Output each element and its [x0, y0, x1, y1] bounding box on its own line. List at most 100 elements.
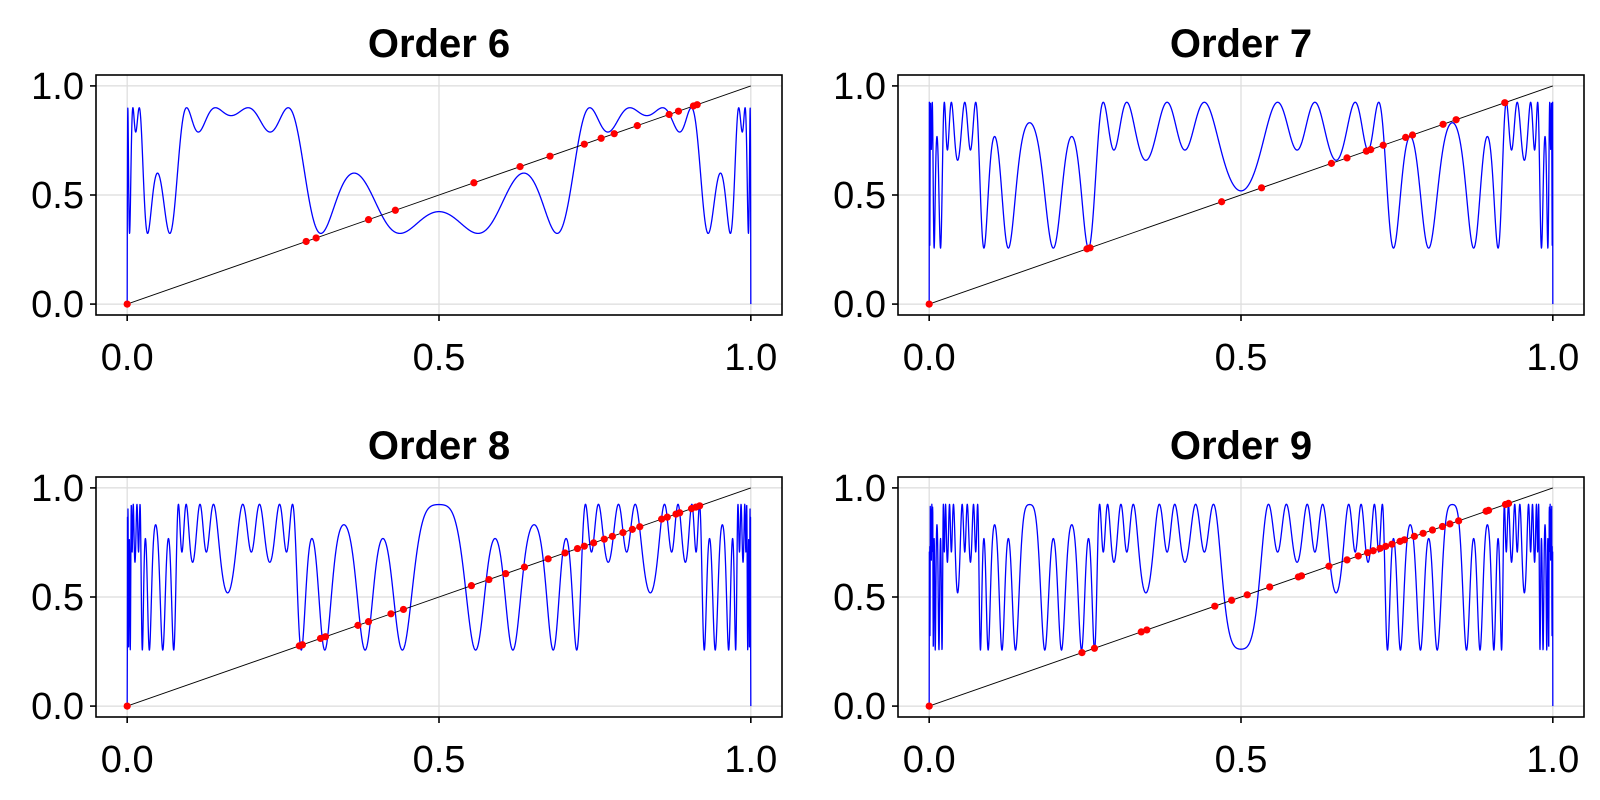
x-tick-label: 0.0 — [101, 739, 154, 781]
x-tick-label: 1.0 — [724, 739, 777, 781]
plot-area — [925, 85, 1554, 308]
fixed-point — [925, 300, 933, 308]
fixed-point — [1257, 184, 1266, 192]
fixed-point — [573, 544, 582, 553]
plot-area — [123, 85, 752, 308]
fixed-point — [1402, 133, 1410, 141]
panel-title: Order 9 — [1170, 424, 1312, 468]
fixed-point — [502, 570, 510, 578]
series-curve-order-6 — [126, 107, 752, 305]
y-tick-label: 0.5 — [833, 175, 886, 217]
series-identity-line — [929, 85, 1553, 305]
fixed-point — [1388, 540, 1396, 548]
fixed-point — [658, 515, 666, 523]
fixed-point — [633, 122, 641, 130]
fixed-point — [1428, 526, 1437, 534]
fixed-point — [399, 605, 408, 614]
fixed-point — [1137, 628, 1145, 636]
y-tick-label: 1.0 — [833, 66, 886, 108]
fixed-point — [608, 532, 616, 540]
fixed-point — [674, 107, 683, 115]
fixed-point — [546, 152, 554, 160]
fixed-point — [387, 610, 395, 618]
fixed-point — [1354, 552, 1362, 560]
fixed-point — [1228, 596, 1236, 604]
fixed-point — [364, 216, 373, 224]
fixed-point — [1325, 562, 1333, 570]
x-tick-label: 1.0 — [1526, 739, 1579, 781]
panel-title: Order 8 — [368, 424, 510, 468]
fixed-point — [470, 179, 478, 187]
fixed-point — [676, 509, 684, 517]
panel-title: Order 7 — [1170, 22, 1312, 66]
x-tick-label: 0.0 — [101, 337, 154, 379]
fixed-point — [1504, 499, 1513, 507]
x-tick-label: 0.0 — [903, 337, 956, 379]
fixed-point — [1382, 542, 1390, 550]
y-tick-label: 0.5 — [31, 175, 84, 217]
fixed-point — [925, 702, 933, 710]
fixed-point — [485, 575, 493, 584]
panel-order-9: Order 9 0.0 0.5 1.0 0.0 0.5 1.0 — [833, 424, 1585, 781]
fixed-point — [321, 633, 330, 641]
fixed-point — [561, 549, 569, 557]
fixed-point — [520, 563, 529, 571]
fixed-point — [1408, 131, 1417, 139]
fixed-point — [1086, 244, 1094, 252]
panel-order-6: Order 6 0.0 0.5 1.0 0.0 0.5 1.0 — [31, 22, 783, 379]
fixed-point — [1211, 602, 1219, 610]
fixed-point — [544, 555, 552, 563]
series-curve-order-8 — [126, 503, 752, 707]
fixed-point — [302, 237, 310, 246]
fixed-point — [1455, 517, 1463, 525]
fixed-point — [1379, 141, 1387, 149]
x-tick-label: 0.0 — [903, 739, 956, 781]
fixed-point — [1343, 556, 1351, 564]
fixed-point — [1369, 547, 1377, 555]
fixed-point — [1090, 644, 1099, 652]
fixed-point — [1218, 198, 1226, 206]
y-tick-label: 0.5 — [833, 577, 886, 619]
y-tick-label: 0.5 — [31, 577, 84, 619]
fixed-point — [1297, 572, 1306, 580]
fixed-point — [312, 234, 320, 242]
x-tick-label: 0.5 — [413, 337, 466, 379]
panel-order-7: Order 7 0.0 0.5 1.0 0.0 0.5 1.0 — [833, 22, 1585, 379]
fixed-point — [123, 300, 131, 308]
y-tick-label: 0.0 — [833, 686, 886, 728]
fixed-point — [665, 110, 673, 119]
fixed-point — [1078, 649, 1086, 657]
fixed-point — [580, 140, 588, 148]
y-tick-label: 0.0 — [31, 284, 84, 326]
fixed-point — [1376, 544, 1384, 552]
y-tick-label: 0.0 — [31, 686, 84, 728]
fixed-point — [1327, 159, 1336, 167]
y-tick-label: 1.0 — [31, 66, 84, 108]
series-identity-line — [127, 487, 751, 707]
x-tick-label: 0.5 — [1215, 337, 1268, 379]
fixed-point — [1363, 549, 1372, 557]
x-tick-label: 1.0 — [724, 337, 777, 379]
y-tick-label: 1.0 — [31, 468, 84, 510]
x-tick-label: 0.5 — [1215, 739, 1268, 781]
y-tick-label: 0.0 — [833, 284, 886, 326]
fixed-point — [1439, 120, 1447, 128]
fixed-point — [1438, 522, 1447, 531]
fixed-point — [1367, 146, 1375, 154]
fixed-point — [391, 206, 399, 214]
fixed-point — [467, 582, 476, 590]
fixed-point — [516, 163, 524, 171]
fixed-point — [1410, 532, 1418, 540]
fixed-point — [1452, 116, 1460, 124]
fixed-point — [298, 641, 307, 649]
fixed-point — [354, 621, 362, 629]
x-tick-label: 0.5 — [413, 739, 466, 781]
series-curve-order-7 — [928, 101, 1554, 305]
fixed-point — [610, 130, 618, 138]
fixed-point — [600, 535, 608, 543]
series-identity-line — [127, 85, 751, 305]
fixed-point — [636, 523, 644, 531]
fixed-point — [619, 529, 627, 537]
fixed-point — [364, 618, 373, 626]
fixed-point — [123, 702, 131, 710]
